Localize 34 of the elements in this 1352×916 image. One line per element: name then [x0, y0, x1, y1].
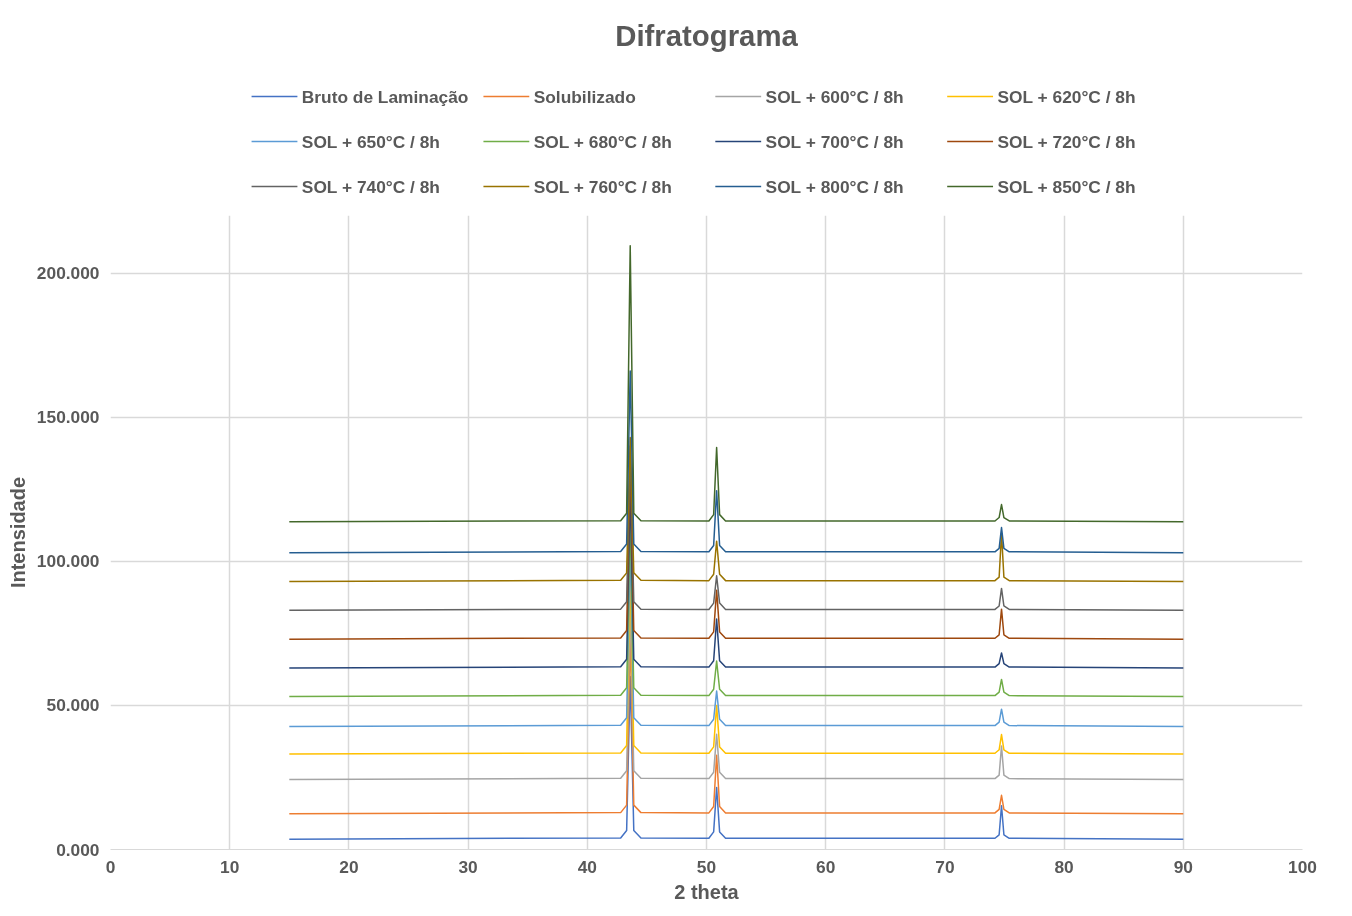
- y-axis-title: Intensidade: [6, 476, 29, 589]
- legend-label: SOL + 850°C / 8h: [997, 176, 1136, 197]
- x-axis-title: 2 theta: [674, 880, 740, 903]
- x-tick-label: 90: [1173, 856, 1193, 877]
- y-tick-label: 50.000: [46, 695, 100, 716]
- y-tick-label: 0.000: [56, 839, 100, 860]
- x-tick-label: 10: [220, 856, 240, 877]
- x-tick-label: 30: [458, 856, 478, 877]
- x-tick-label: 80: [1054, 856, 1074, 877]
- x-tick-label: 70: [935, 856, 955, 877]
- y-tick-label: 150.000: [36, 407, 100, 428]
- line-series: [288, 370, 1185, 554]
- y-tick-label: 200.000: [36, 263, 100, 284]
- legend-label: SOL + 650°C / 8h: [301, 131, 440, 152]
- x-tick-label: 40: [577, 856, 597, 877]
- legend-label: Bruto de Laminação: [301, 86, 469, 107]
- legend-label: SOL + 600°C / 8h: [765, 86, 904, 107]
- x-tick-label: 60: [816, 856, 836, 877]
- legend-label: SOL + 800°C / 8h: [765, 176, 904, 197]
- x-tick-label: 50: [696, 856, 717, 877]
- legend-label: SOL + 720°C / 8h: [997, 131, 1136, 152]
- legend-label: SOL + 620°C / 8h: [997, 86, 1136, 107]
- legend-label: SOL + 700°C / 8h: [765, 131, 904, 152]
- line-series: [288, 436, 1185, 583]
- legend-label: Solubilizado: [533, 86, 636, 107]
- line-series: [288, 245, 1185, 523]
- y-tick-label: 100.000: [36, 551, 100, 572]
- x-tick-label: 0: [105, 856, 116, 877]
- legend-label: SOL + 680°C / 8h: [533, 131, 672, 152]
- legend-label: SOL + 760°C / 8h: [533, 176, 672, 197]
- x-tick-label: 20: [339, 856, 359, 877]
- legend-label: SOL + 740°C / 8h: [301, 176, 440, 197]
- x-tick-label: 100: [1288, 856, 1317, 877]
- chart-title: Difratograma: [615, 19, 799, 52]
